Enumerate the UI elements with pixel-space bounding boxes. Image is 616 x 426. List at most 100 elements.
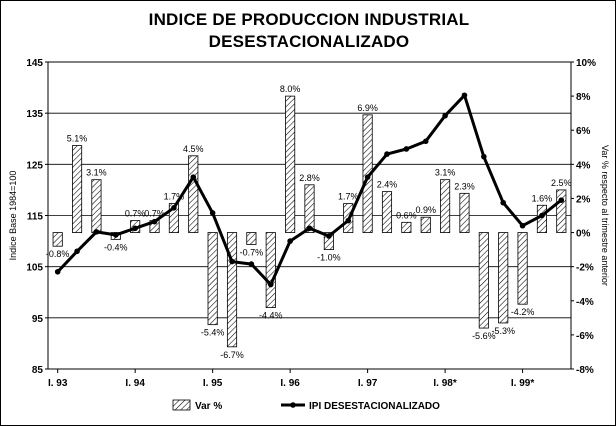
chart-title-line-2: DESESTACIONALIZADO — [208, 32, 410, 51]
x-tick-label: I. 97 — [358, 378, 378, 389]
ipi-point — [306, 225, 313, 232]
ipi-point — [190, 174, 197, 180]
ipi-point — [248, 261, 255, 267]
y-right-tick-label: 0% — [576, 229, 591, 240]
var-bar — [498, 232, 509, 324]
ipi-point — [384, 151, 390, 157]
var-bar — [517, 232, 528, 305]
ipi-point — [481, 153, 487, 160]
var-bar — [420, 216, 431, 233]
x-tick-label: I. 95 — [203, 378, 223, 389]
y-right-tick-label: 6% — [576, 126, 591, 137]
ipi-point — [112, 232, 119, 238]
y-right-tick-label: 2% — [576, 194, 591, 205]
y-left-tick-label: 145 — [26, 58, 43, 69]
var-data-label: 2.4% — [377, 180, 398, 190]
plot-area: 145 135 125 115 105 95 85 10% 8% 6% 4% 2% 0% -2% -4% -6… — [8, 58, 610, 412]
var-bar — [207, 232, 218, 326]
var-bar — [52, 232, 63, 247]
var-bar — [91, 179, 102, 233]
ipi-point — [132, 225, 138, 232]
x-tick-label: I. 94 — [125, 378, 145, 389]
var-data-label: 2.8% — [299, 173, 320, 183]
var-bar — [459, 192, 470, 233]
plot-border — [47, 61, 572, 370]
var-bar — [168, 203, 179, 233]
x-tick-label: I. 98* — [433, 378, 456, 389]
ipi-point — [287, 238, 293, 244]
var-bar — [401, 221, 412, 233]
y-left-tick-label: 85 — [32, 365, 44, 376]
var-data-label: -5.4% — [201, 328, 225, 338]
var-data-label: 2.5% — [551, 178, 572, 188]
ipi-point — [345, 217, 352, 224]
var-data-label: -6.7% — [220, 350, 244, 360]
var-bar — [536, 204, 547, 233]
legend-line-marker — [290, 402, 296, 408]
var-data-label: -0.7% — [240, 247, 264, 257]
ipi-point — [209, 210, 216, 216]
var-data-label: 3.1% — [86, 168, 107, 178]
var-data-label: 1.7% — [338, 192, 359, 202]
var-data-label: -0.8% — [46, 249, 70, 259]
y-right-tick-label: -8% — [576, 365, 594, 376]
ipi-point — [422, 138, 429, 145]
ipi-point — [442, 112, 448, 119]
y-right-tick-label: 4% — [576, 160, 591, 171]
y-right-tick-label: -4% — [576, 297, 594, 308]
var-bar — [556, 189, 567, 233]
var-data-label: -5.3% — [491, 326, 515, 336]
var-data-label: -1.0% — [317, 253, 341, 263]
y-left-tick-label: 135 — [26, 109, 43, 120]
var-bar — [72, 145, 83, 233]
ipi-point — [54, 268, 61, 275]
y-left-axis-title: Indice Base 1984=100 — [8, 171, 18, 261]
y-left-tick-label: 95 — [32, 314, 44, 325]
legend-label-ipi: IPI DESESTACIONALIZADO — [309, 401, 440, 412]
var-bar — [188, 155, 199, 233]
var-bar — [285, 95, 296, 233]
ipi-point — [326, 233, 332, 239]
var-data-label: 4.5% — [183, 144, 204, 154]
var-data-label: -0.4% — [104, 242, 128, 252]
ipi-point — [364, 174, 371, 180]
ipi-point — [171, 205, 177, 211]
var-data-label: 3.1% — [435, 168, 456, 178]
x-tick-label: I. 99* — [511, 378, 534, 389]
y-right-tick-label: 8% — [576, 92, 591, 103]
var-bar — [381, 191, 393, 233]
chart-title-line-1: INDICE DE PRODUCCION INDUSTRIAL — [148, 10, 470, 29]
ipi-point — [519, 222, 526, 229]
var-data-label: 0.9% — [415, 205, 436, 215]
var-bar — [304, 184, 315, 233]
ipi-point — [461, 92, 468, 99]
var-data-label: 1.7% — [164, 192, 185, 202]
var-data-label: 1.6% — [532, 193, 553, 203]
y-left-tick-label: 105 — [26, 263, 43, 274]
y-right-tick-label: -2% — [576, 263, 594, 274]
var-bar — [246, 232, 257, 245]
ipi-point — [267, 281, 274, 288]
var-bar — [440, 179, 451, 233]
y-right-tick-label: 10% — [576, 58, 596, 69]
legend-bar-swatch — [172, 399, 191, 411]
var-data-label: -4.4% — [259, 311, 283, 321]
var-data-label: 0.7% — [144, 209, 165, 219]
ipi-point — [74, 248, 80, 255]
ipi-point — [93, 229, 100, 235]
y-left-tick-label: 115 — [27, 212, 44, 223]
var-data-label: 2.3% — [454, 181, 475, 191]
y-right-tick-label: -6% — [576, 331, 594, 342]
x-tick-label: I. 93 — [48, 378, 68, 389]
ipi-point — [229, 258, 235, 265]
var-bar — [323, 232, 334, 251]
ipi-point — [403, 146, 410, 152]
x-tick-label: I. 96 — [280, 378, 300, 389]
var-data-label: -5.6% — [472, 331, 496, 341]
var-data-label: 6.9% — [357, 103, 378, 113]
ipi-point — [558, 197, 565, 203]
var-bar — [265, 232, 276, 308]
y-left-tick-label: 125 — [26, 160, 43, 171]
